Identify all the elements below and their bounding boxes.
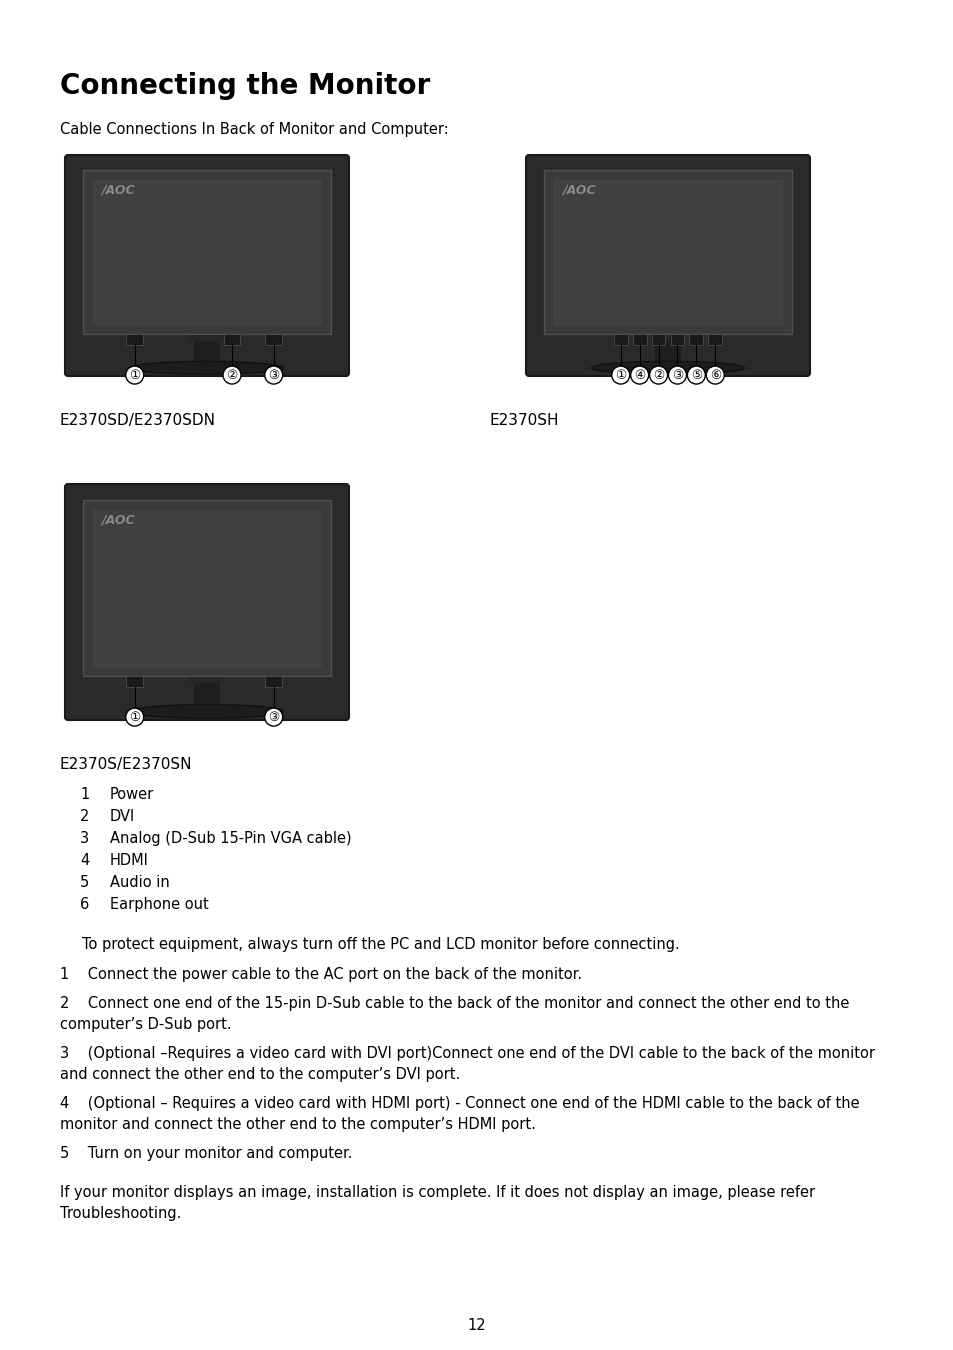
Text: Cable Connections In Back of Monitor and Computer:: Cable Connections In Back of Monitor and…: [60, 122, 448, 136]
Bar: [126, 675, 143, 687]
Bar: [126, 335, 143, 346]
Text: 3: 3: [80, 832, 89, 846]
Bar: [613, 335, 627, 346]
Text: computer’s D-Sub port.: computer’s D-Sub port.: [60, 1017, 232, 1031]
Circle shape: [649, 366, 667, 383]
Text: monitor and connect the other end to the computer’s HDMI port.: monitor and connect the other end to the…: [60, 1116, 536, 1133]
Text: ①: ①: [129, 369, 140, 382]
Text: 6: 6: [80, 896, 90, 913]
Circle shape: [611, 366, 629, 383]
Bar: [194, 339, 219, 373]
Text: /AOC: /AOC: [101, 184, 134, 197]
Text: 2: 2: [80, 809, 90, 824]
Circle shape: [223, 366, 241, 383]
Bar: [223, 335, 240, 346]
Text: ⑥: ⑥: [709, 369, 720, 382]
Text: Power: Power: [110, 787, 154, 802]
Text: ⑤: ⑤: [690, 369, 701, 382]
Text: To protect equipment, always turn off the PC and LCD monitor before connecting.: To protect equipment, always turn off th…: [82, 937, 679, 952]
Bar: [554, 180, 781, 324]
Text: 2    Connect one end of the 15-pin D-Sub cable to the back of the monitor and co: 2 Connect one end of the 15-pin D-Sub ca…: [60, 996, 848, 1011]
Text: ①: ①: [129, 710, 140, 724]
Bar: [649, 335, 685, 340]
Bar: [189, 335, 225, 340]
Text: Earphone out: Earphone out: [110, 896, 209, 913]
Circle shape: [705, 366, 723, 383]
Bar: [707, 335, 721, 346]
Text: 5: 5: [80, 875, 90, 890]
Text: 4    (Optional – Requires a video card with HDMI port) - Connect one end of the : 4 (Optional – Requires a video card with…: [60, 1096, 859, 1111]
Bar: [651, 335, 665, 346]
Ellipse shape: [591, 362, 743, 374]
Text: ④: ④: [634, 369, 644, 382]
FancyBboxPatch shape: [65, 155, 349, 377]
Bar: [265, 675, 282, 687]
Text: E2370SH: E2370SH: [490, 413, 558, 428]
Text: ③: ③: [268, 369, 279, 382]
Bar: [632, 335, 646, 346]
Text: Audio in: Audio in: [110, 875, 170, 890]
Circle shape: [126, 709, 144, 726]
Text: Troubleshooting.: Troubleshooting.: [60, 1206, 181, 1220]
Text: /AOC: /AOC: [561, 184, 596, 197]
Bar: [655, 339, 679, 373]
Text: If your monitor displays an image, installation is complete. If it does not disp: If your monitor displays an image, insta…: [60, 1185, 814, 1200]
Circle shape: [630, 366, 648, 383]
Bar: [265, 335, 282, 346]
FancyBboxPatch shape: [525, 155, 809, 377]
Text: 1    Connect the power cable to the AC port on the back of the monitor.: 1 Connect the power cable to the AC port…: [60, 967, 581, 981]
Text: 12: 12: [467, 1318, 486, 1332]
Text: Analog (D-Sub 15-Pin VGA cable): Analog (D-Sub 15-Pin VGA cable): [110, 832, 352, 846]
Text: ②: ②: [652, 369, 663, 382]
Bar: [93, 509, 320, 666]
Text: ①: ①: [615, 369, 626, 382]
Bar: [689, 335, 702, 346]
Text: /AOC: /AOC: [101, 513, 134, 526]
Bar: [83, 500, 331, 675]
Bar: [670, 335, 683, 346]
Circle shape: [264, 709, 282, 726]
Circle shape: [686, 366, 704, 383]
Text: Connecting the Monitor: Connecting the Monitor: [60, 72, 430, 100]
FancyBboxPatch shape: [65, 485, 349, 720]
Text: 5    Turn on your monitor and computer.: 5 Turn on your monitor and computer.: [60, 1146, 352, 1161]
Text: DVI: DVI: [110, 809, 135, 824]
Text: E2370S/E2370SN: E2370S/E2370SN: [60, 757, 193, 772]
Ellipse shape: [131, 362, 283, 374]
Circle shape: [668, 366, 686, 383]
Text: HDMI: HDMI: [110, 853, 149, 868]
Text: 4: 4: [80, 853, 90, 868]
Bar: [189, 676, 225, 683]
Bar: [544, 170, 791, 335]
Text: ②: ②: [226, 369, 237, 382]
Text: E2370SD/E2370SDN: E2370SD/E2370SDN: [60, 413, 215, 428]
Text: 3    (Optional –Requires a video card with DVI port)Connect one end of the DVI c: 3 (Optional –Requires a video card with …: [60, 1046, 874, 1061]
Bar: [83, 170, 331, 335]
Circle shape: [126, 366, 144, 383]
Bar: [93, 180, 320, 324]
Text: and connect the other end to the computer’s DVI port.: and connect the other end to the compute…: [60, 1066, 459, 1081]
Text: ③: ③: [268, 710, 279, 724]
Text: ③: ③: [671, 369, 682, 382]
Text: 1: 1: [80, 787, 90, 802]
Circle shape: [264, 366, 282, 383]
Bar: [194, 680, 219, 717]
Ellipse shape: [131, 705, 283, 718]
